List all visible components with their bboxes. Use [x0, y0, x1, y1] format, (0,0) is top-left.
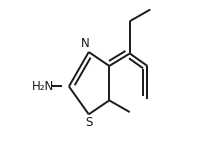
- Text: H₂N: H₂N: [31, 80, 54, 93]
- Text: S: S: [85, 116, 92, 129]
- Text: N: N: [81, 37, 89, 50]
